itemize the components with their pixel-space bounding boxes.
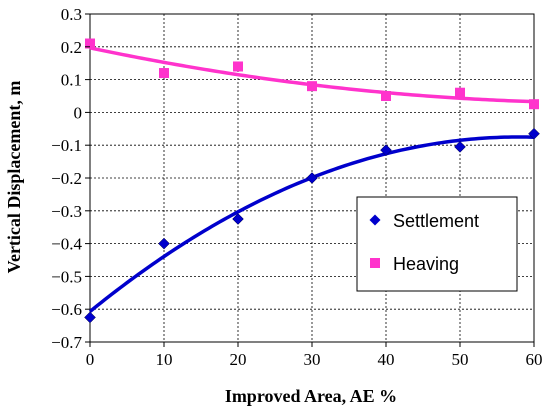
point-settlement (380, 144, 392, 156)
point-heaving (529, 99, 539, 110)
point-heaving (381, 91, 391, 101)
point-settlement (306, 172, 318, 184)
point-heaving (85, 38, 95, 49)
x-tick-label: 10 (156, 350, 173, 369)
x-tick-label: 60 (526, 350, 543, 369)
x-tick-label: 20 (230, 350, 247, 369)
x-tick-label: 40 (378, 350, 395, 369)
y-tick-label: −0.1 (51, 136, 82, 155)
legend: Settlement Heaving (356, 196, 518, 292)
y-tick-label: 0 (74, 103, 83, 122)
x-axis-ticks: 0 10 20 30 40 50 60 (86, 342, 543, 369)
legend-label-heaving: Heaving (393, 254, 459, 274)
x-axis-title: Improved Area, AE % (225, 386, 397, 406)
y-tick-label: 0.3 (61, 5, 82, 24)
y-tick-label: 0.1 (61, 71, 82, 90)
x-tick-label: 50 (452, 350, 469, 369)
data-points (84, 38, 540, 324)
y-tick-label: −0.5 (51, 267, 82, 286)
y-tick-label: −0.3 (51, 202, 82, 221)
legend-label-settlement: Settlement (393, 211, 479, 231)
x-tick-label: 0 (86, 350, 95, 369)
point-settlement (528, 127, 540, 140)
legend-marker-heaving (370, 258, 380, 268)
point-settlement (158, 237, 170, 250)
point-heaving (455, 87, 465, 98)
y-tick-label: −0.4 (51, 235, 82, 254)
point-settlement (84, 311, 96, 324)
legend-box (356, 196, 518, 292)
point-settlement (232, 213, 244, 225)
y-tick-label: −0.2 (51, 169, 82, 188)
point-heaving (307, 81, 317, 92)
y-axis-title: Vertical Displacement, m (4, 81, 24, 274)
y-tick-label: −0.7 (51, 333, 82, 352)
legend-marker-settlement (369, 214, 381, 226)
y-tick-label: 0.2 (61, 38, 82, 57)
y-tick-label: −0.6 (51, 300, 82, 319)
x-tick-label: 30 (304, 350, 321, 369)
y-axis-ticks: 0.3 0.2 0.1 0 −0.1 −0.2 −0.3 −0.4 −0.5 −0.6 −0.7 (51, 5, 90, 352)
point-settlement (454, 140, 466, 153)
point-heaving (159, 68, 169, 79)
point-heaving (233, 61, 243, 72)
